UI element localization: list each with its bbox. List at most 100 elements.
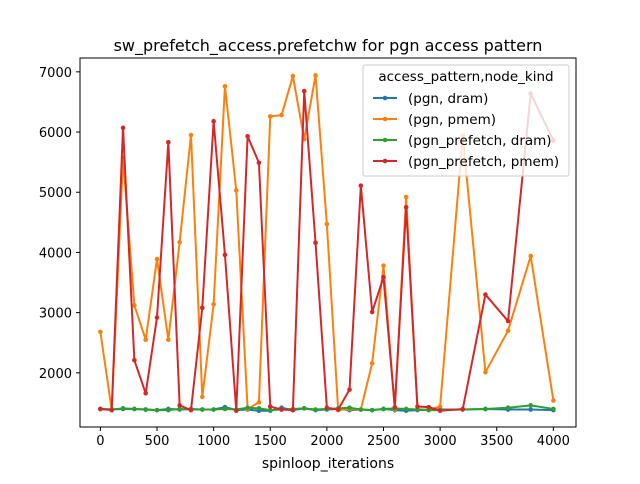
data-point: [324, 221, 330, 227]
y-tick-label: 4000: [39, 246, 72, 261]
data-point: [256, 160, 262, 166]
data-point: [222, 252, 228, 258]
data-point: [426, 404, 432, 410]
data-point: [109, 407, 115, 413]
data-point: [143, 407, 148, 412]
data-point: [358, 183, 364, 188]
legend-title: access_pattern,node_kind: [378, 69, 553, 85]
data-point: [154, 256, 160, 262]
x-tick-label: 0: [96, 434, 104, 449]
legend: access_pattern,node_kind (pgn, dram) (pgn…: [362, 64, 570, 177]
x-tick-label: 1500: [254, 434, 287, 449]
legend-marker: [382, 95, 388, 101]
data-point: [200, 394, 205, 400]
y-tick-label: 6000: [39, 126, 72, 141]
data-point: [483, 369, 488, 375]
y-axis: 2000 3000 4000 5000 6000 7000: [39, 66, 80, 382]
data-point: [132, 406, 137, 412]
data-point: [267, 407, 273, 413]
data-point: [347, 405, 352, 411]
data-point: [200, 305, 205, 311]
legend-label: (pgn, dram): [408, 91, 488, 107]
data-point: [98, 329, 103, 335]
data-point: [528, 407, 534, 412]
data-point: [437, 404, 443, 409]
data-point: [369, 309, 375, 315]
data-point: [211, 301, 216, 307]
legend-label: (pgn_prefetch, pmem): [408, 154, 559, 170]
data-point: [222, 83, 228, 89]
y-tick-label: 7000: [39, 66, 72, 81]
x-axis-label: spinloop_iterations: [262, 456, 394, 472]
data-point: [403, 406, 409, 412]
data-point: [222, 406, 228, 412]
legend-marker: [382, 158, 388, 164]
data-point: [505, 405, 511, 411]
data-point: [211, 407, 216, 412]
data-point: [290, 73, 296, 79]
legend-label: (pgn_prefetch, dram): [408, 133, 552, 149]
legend-marker: [382, 137, 388, 143]
plot-area-frame: [79, 57, 577, 428]
data-point: [256, 400, 262, 405]
legend-box: [362, 64, 570, 177]
data-point: [233, 188, 239, 193]
x-tick-label: 2500: [367, 434, 400, 449]
data-point: [403, 204, 409, 210]
data-point: [143, 337, 148, 343]
data-point: [166, 139, 171, 145]
data-point: [188, 407, 194, 413]
y-tick-label: 2000: [39, 367, 72, 382]
y-tick-label: 3000: [39, 307, 72, 322]
data-point: [154, 315, 160, 320]
data-point: [120, 406, 126, 411]
data-point: [358, 407, 364, 412]
legend-marker: [382, 116, 388, 122]
data-point: [381, 274, 386, 280]
data-point: [177, 403, 182, 408]
data-point: [188, 132, 194, 138]
x-tick-label: 3000: [424, 434, 457, 449]
data-point: [301, 406, 307, 411]
data-point: [211, 118, 216, 124]
data-point: [313, 73, 318, 78]
data-point: [551, 398, 556, 403]
data-point: [166, 337, 171, 343]
data-point: [301, 88, 307, 94]
data-point: [381, 263, 386, 268]
x-tick-label: 500: [145, 434, 170, 449]
data-point: [143, 390, 148, 396]
data-point: [347, 387, 352, 392]
data-point: [313, 240, 318, 246]
data-point: [245, 133, 250, 139]
data-point: [200, 407, 205, 412]
data-point: [369, 407, 375, 413]
data-point: [528, 403, 534, 408]
data-point: [120, 125, 126, 131]
data-point: [245, 405, 250, 411]
data-point: [166, 407, 171, 413]
data-point: [403, 194, 409, 200]
x-tick-label: 4000: [537, 434, 570, 449]
data-point: [98, 406, 103, 412]
x-tick-label: 3500: [480, 434, 513, 449]
data-point: [267, 114, 273, 119]
data-point: [177, 239, 182, 245]
data-point: [483, 292, 488, 297]
data-point: [313, 407, 318, 412]
data-point: [369, 360, 375, 366]
x-tick-label: 2000: [310, 434, 343, 449]
data-point: [132, 303, 137, 308]
data-point: [132, 357, 137, 363]
data-point: [381, 406, 386, 412]
data-point: [483, 406, 488, 412]
data-point: [437, 408, 443, 414]
data-point: [154, 407, 160, 413]
data-point: [528, 253, 534, 259]
data-point: [256, 406, 262, 411]
x-tick-label: 1000: [197, 434, 230, 449]
data-point: [233, 408, 239, 414]
data-point: [335, 407, 341, 412]
data-point: [392, 404, 398, 410]
